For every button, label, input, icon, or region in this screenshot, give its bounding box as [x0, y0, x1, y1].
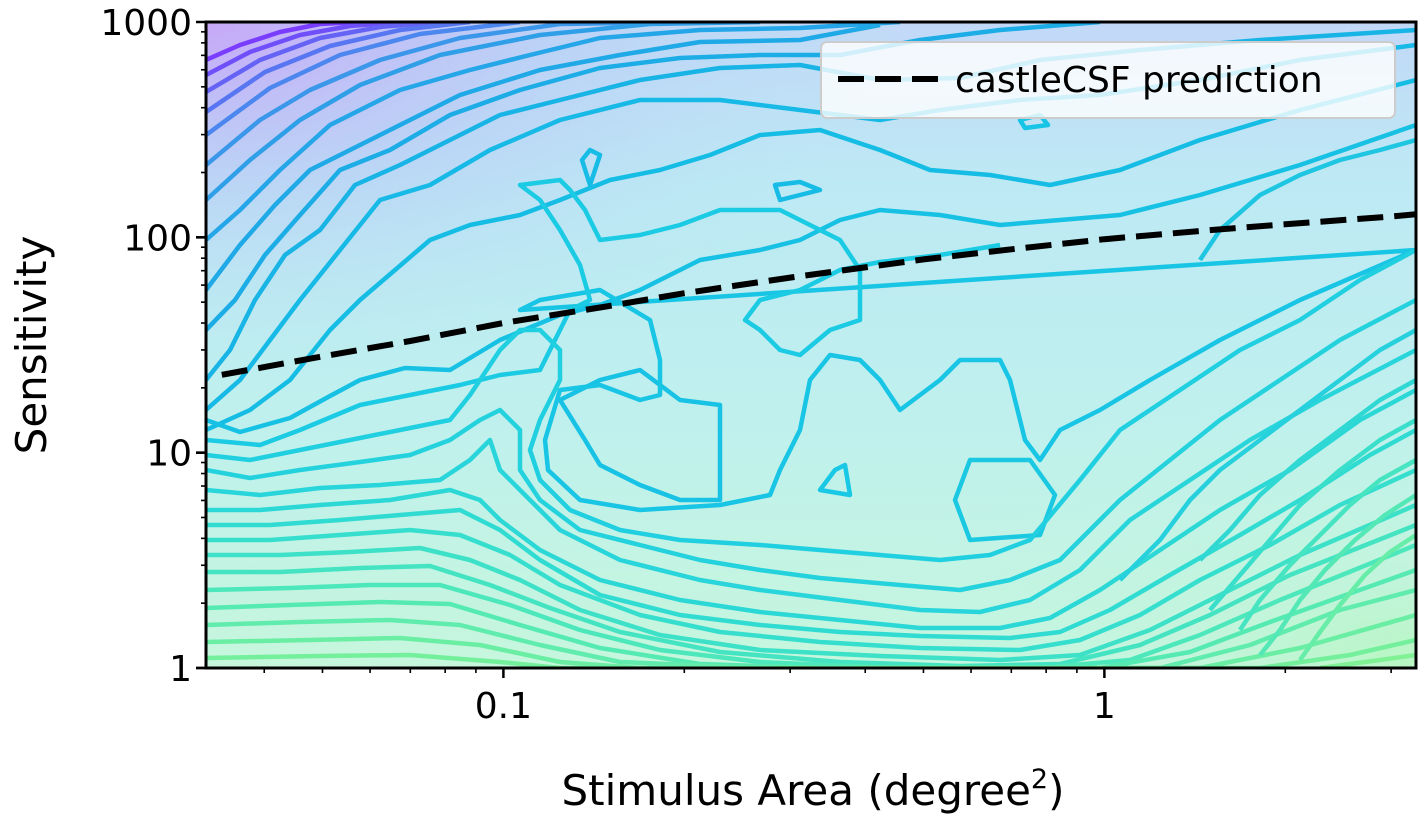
legend: castleCSF prediction	[820, 41, 1396, 119]
contour-line	[1319, 652, 1416, 668]
contour-line	[206, 22, 881, 292]
contour-line	[206, 22, 901, 242]
contour-line	[206, 22, 401, 77]
plot-area	[206, 22, 1416, 668]
contour-line	[206, 428, 1416, 641]
contour-line	[206, 122, 1416, 435]
x-axis-label-superscript: 2	[1031, 764, 1048, 795]
contour-line	[1198, 378, 1416, 562]
contour-line	[206, 22, 521, 137]
contour-line	[1118, 328, 1416, 582]
contour-blob	[557, 367, 723, 503]
y-tick-label: 100	[123, 218, 192, 259]
contour-line	[206, 348, 1416, 615]
y-tick-label: 1	[169, 649, 192, 690]
contour-lines	[206, 22, 1416, 668]
legend-box	[820, 41, 1396, 119]
contour-line	[1258, 493, 1416, 657]
contour-line	[206, 22, 681, 167]
contour-line	[206, 612, 1416, 668]
contour-line	[206, 542, 1416, 668]
contour-line	[206, 22, 441, 94]
contour-line	[206, 248, 1416, 563]
contour-line	[206, 502, 1416, 663]
legend-label: castleCSF prediction	[955, 60, 1323, 101]
x-axis-label: Stimulus Area (degree2)	[561, 764, 1064, 815]
contour-blob	[579, 147, 603, 188]
plot-frame	[204, 20, 1418, 670]
x-axis: 0.1 1	[263, 668, 1392, 727]
y-tick-label: 10	[146, 434, 192, 475]
x-axis-label-main: Stimulus Area (degree	[561, 766, 1030, 815]
contour-line	[206, 22, 471, 114]
x-tick-label: 0.1	[475, 686, 532, 727]
x-axis-label-suffix: )	[1048, 766, 1064, 815]
y-axis-label: Sensitivity	[7, 236, 56, 455]
y-axis: 1 10 100 1000	[100, 3, 206, 690]
contour-line	[206, 388, 1416, 631]
contour-line	[206, 22, 761, 202]
contour-line	[1298, 533, 1416, 662]
contour-line	[206, 298, 1416, 593]
prediction-series	[221, 211, 1416, 378]
contour-blob	[517, 247, 1416, 513]
contour-line	[206, 177, 1001, 448]
y-tick-label: 1000	[100, 3, 192, 44]
prediction-dashed-line	[221, 211, 1416, 378]
contour-line	[206, 567, 1416, 668]
contour-line	[1238, 458, 1416, 632]
contour-blob	[952, 457, 1058, 543]
contour-line	[1208, 418, 1416, 612]
contour-blob	[772, 179, 823, 203]
x-tick-label: 1	[1093, 686, 1116, 727]
contour-blob	[817, 462, 853, 498]
contour-line	[206, 522, 1416, 668]
contour-line	[206, 467, 1416, 653]
contour-line	[206, 637, 1416, 668]
contour-line	[206, 77, 1416, 433]
